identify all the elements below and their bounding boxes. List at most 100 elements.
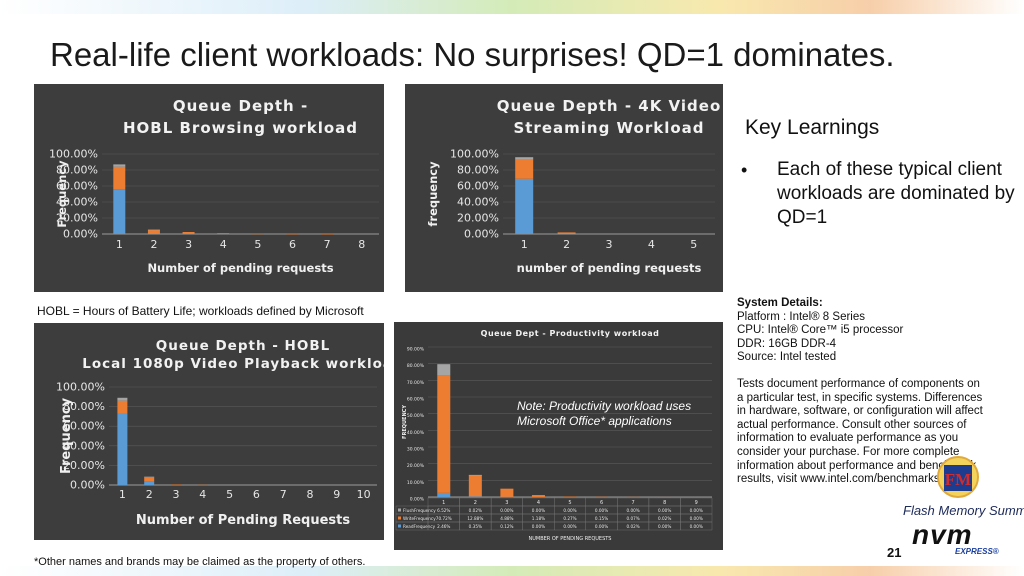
chart-title: Local 1080p Video Playback workload [82, 356, 384, 372]
table-value: 0.00% [563, 508, 576, 513]
x-axis-label: Number of pending requests [147, 261, 333, 275]
performance-disclaimer: Tests document performance of components… [737, 377, 983, 486]
bar-segment [595, 496, 609, 498]
system-details-line: DDR: 16GB DDR-4 [737, 337, 837, 350]
y-axis-label: Frequency [55, 160, 69, 228]
legend-swatch [398, 508, 401, 512]
table-value: 0.00% [532, 524, 545, 529]
fms-mark: FM [945, 470, 971, 489]
y-tick-label: 80.00% [56, 164, 98, 177]
system-details-heading: System Details: [737, 297, 823, 309]
bar-segment [557, 232, 576, 234]
x-tick-label: 2 [146, 488, 153, 501]
x-tick-label: 4 [648, 238, 655, 251]
bar-segment [563, 496, 577, 498]
bar-segment [251, 233, 264, 235]
x-tick-label: 3 [606, 238, 613, 251]
x-tick-label: 1 [521, 238, 528, 251]
table-value: 0.00% [658, 524, 671, 529]
table-value: 0.00% [500, 508, 513, 513]
x-tick-label: 8 [358, 238, 365, 251]
x-tick-label: 2 [150, 238, 157, 251]
y-tick-label: 40.00% [56, 196, 98, 209]
bar-segment [217, 233, 230, 234]
table-value: 0.00% [595, 508, 608, 513]
fms-logo: FM [936, 455, 980, 499]
x-tick-label: 4 [220, 238, 227, 251]
y-tick-label: 40.00% [457, 196, 499, 209]
bar-segment [113, 189, 126, 234]
table-value: 0.07% [626, 516, 639, 521]
table-value: 4.88% [500, 516, 513, 521]
x-tick-label: 7 [324, 238, 331, 251]
bar-segment [171, 484, 181, 486]
x-tick-label: 1 [116, 238, 123, 251]
table-value: 0.02% [469, 508, 482, 513]
y-tick-label: 60.00% [56, 180, 98, 193]
y-tick-label: 70.00% [407, 380, 425, 386]
x-tick-label: 7 [280, 488, 287, 501]
slide-title: Real-life client workloads: No surprises… [50, 36, 895, 73]
bar-segment [113, 164, 126, 167]
x-tick-label: 5 [568, 500, 571, 506]
y-tick-label: 60.00% [407, 397, 425, 403]
nvm-express-text: EXPRESS® [955, 547, 999, 556]
x-tick-label: 9 [333, 488, 340, 501]
bar-segment [500, 496, 514, 498]
table-value: 0.12% [500, 524, 513, 529]
y-tick-label: 20.00% [56, 212, 98, 225]
system-details-line: CPU: Intel® Core™ i5 processor [737, 324, 904, 337]
x-tick-label: 6 [253, 488, 260, 501]
table-cell [680, 521, 713, 531]
page-number: 21 [887, 545, 902, 560]
y-tick-label: 40.00% [63, 439, 105, 452]
x-tick-label: 10 [357, 488, 371, 501]
y-tick-label: 80.00% [63, 400, 105, 413]
system-details: System Details: Platform : Intel® 8 Seri… [737, 297, 987, 487]
bar-segment [321, 233, 334, 235]
table-value: 0.00% [690, 524, 703, 529]
y-tick-label: 90.00% [407, 347, 425, 353]
hobl-note: HOBL = Hours of Battery Life; workloads … [37, 304, 364, 318]
table-value: 0.00% [690, 516, 703, 521]
x-tick-label: 9 [695, 500, 698, 506]
y-tick-label: 0.00% [63, 228, 98, 241]
bar-segment [113, 166, 126, 190]
y-tick-label: 50.00% [407, 413, 425, 419]
bar-segment [144, 481, 155, 485]
bullet-dot-icon: • [741, 160, 748, 180]
y-tick-label: 0.00% [410, 497, 425, 503]
bar-segment [468, 496, 482, 498]
chart-hobl-browsing-svg: Queue Depth - HOBL Browsing workload 0.00%… [49, 97, 379, 275]
table-value: 70.72% [436, 516, 452, 521]
chart-productivity: Queue Dept - Productivity workload 0.00% 1… [394, 322, 723, 550]
x-axis-label: NUMBER OF PENDING REQUESTS [528, 536, 611, 542]
key-learnings-bullet: Each of these typical client workloads a… [777, 159, 1015, 228]
chart-title: Queue Depth - HOBL [156, 338, 330, 354]
top-stripe-decoration [0, 0, 1024, 14]
chart-title: Queue Depth - 4K Video [497, 97, 722, 115]
y-tick-label: 0.00% [464, 228, 499, 241]
table-value: 0.35% [469, 524, 482, 529]
bar-segment [468, 474, 482, 497]
y-tick-label: 100.00% [450, 148, 499, 161]
chart-1080p-video-playback: Queue Depth - HOBL Local 1080p Video Play… [34, 323, 384, 540]
bar-segment [147, 230, 160, 234]
bar-segment [515, 178, 534, 234]
chart-1080p-video-playback-svg: Queue Depth - HOBL Local 1080p Video Play… [56, 338, 384, 528]
table-value: 0.02% [626, 524, 639, 529]
table-value: 12.88% [467, 516, 483, 521]
bar-segment [658, 496, 672, 498]
chart-hobl-browsing: Queue Depth - HOBL Browsing workload 0.00%… [34, 84, 384, 292]
x-tick-label: 2 [474, 500, 477, 506]
table-row-label: ReadFrequency [403, 524, 436, 529]
x-tick-label: 5 [226, 488, 233, 501]
bar-segment [437, 364, 451, 376]
bottom-stripe-decoration [0, 566, 1024, 576]
chart-4k-video-streaming: Queue Depth - 4K Video Streaming Workload… [405, 84, 723, 292]
bar-segment [144, 476, 155, 478]
table-value: 0.15% [595, 516, 608, 521]
table-value: 0.00% [690, 508, 703, 513]
bar-segment [144, 477, 155, 482]
y-axis-label: Frequency [59, 397, 74, 474]
